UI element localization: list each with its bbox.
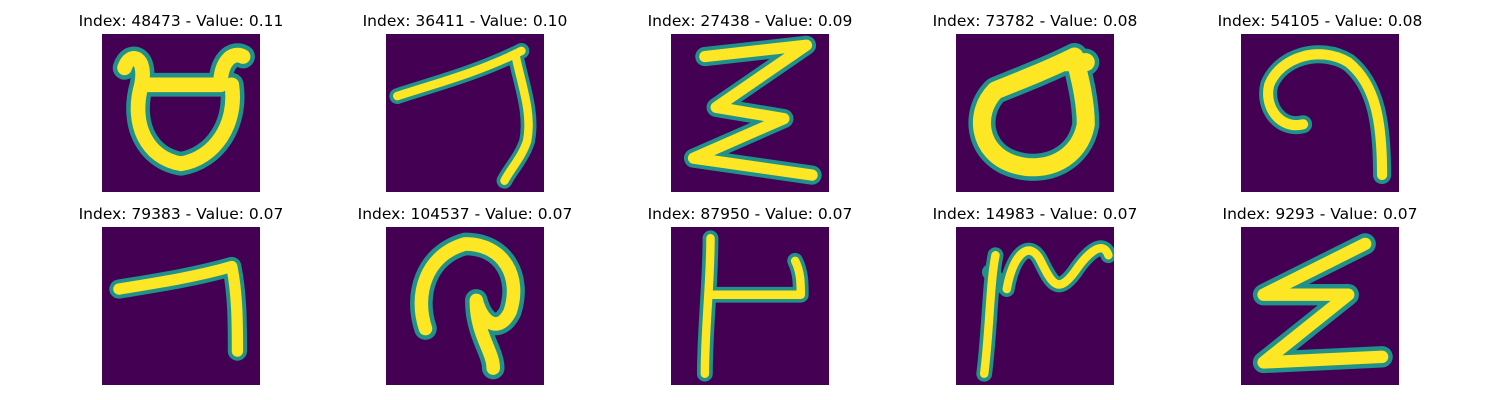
zigzag-z-icon xyxy=(1241,227,1399,385)
panel-title: Index: 27438 - Value: 0.09 xyxy=(647,12,853,30)
panel-title: Index: 48473 - Value: 0.11 xyxy=(78,12,284,30)
panel-title: Index: 87950 - Value: 0.07 xyxy=(647,205,853,223)
panel-6: Index: 79383 - Value: 0.07 xyxy=(51,205,311,395)
panel-title: Index: 9293 - Value: 0.07 xyxy=(1222,205,1418,223)
spiral-hook-icon xyxy=(1241,34,1399,192)
panel-1: Index: 48473 - Value: 0.11 xyxy=(51,12,311,202)
panel-3: Index: 27438 - Value: 0.09 xyxy=(620,12,880,202)
panel-title: Index: 79383 - Value: 0.07 xyxy=(78,205,284,223)
seven-stroke-icon xyxy=(102,227,260,385)
loop-d-icon xyxy=(956,34,1114,192)
hook-stroke-icon xyxy=(386,34,544,192)
panel-title: Index: 54105 - Value: 0.08 xyxy=(1217,12,1423,30)
panel-10: Index: 9293 - Value: 0.07 xyxy=(1190,205,1450,395)
wave-stroke-icon xyxy=(956,227,1114,385)
flag-stroke-icon xyxy=(671,227,829,385)
panel-4: Index: 73782 - Value: 0.08 xyxy=(905,12,1165,202)
panel-7: Index: 104537 - Value: 0.07 xyxy=(335,205,595,395)
zigzag-sigma-icon xyxy=(671,34,829,192)
panel-title: Index: 73782 - Value: 0.08 xyxy=(932,12,1138,30)
panel-8: Index: 87950 - Value: 0.07 xyxy=(620,205,880,395)
panel-5: Index: 54105 - Value: 0.08 xyxy=(1190,12,1450,202)
panel-title: Index: 36411 - Value: 0.10 xyxy=(362,12,568,30)
panel-9: Index: 14983 - Value: 0.07 xyxy=(905,205,1165,395)
arch-loop-icon xyxy=(386,227,544,385)
cup-shape-icon xyxy=(102,34,260,192)
panel-title: Index: 14983 - Value: 0.07 xyxy=(932,205,1138,223)
panel-title: Index: 104537 - Value: 0.07 xyxy=(357,205,573,223)
panel-2: Index: 36411 - Value: 0.10 xyxy=(335,12,595,202)
